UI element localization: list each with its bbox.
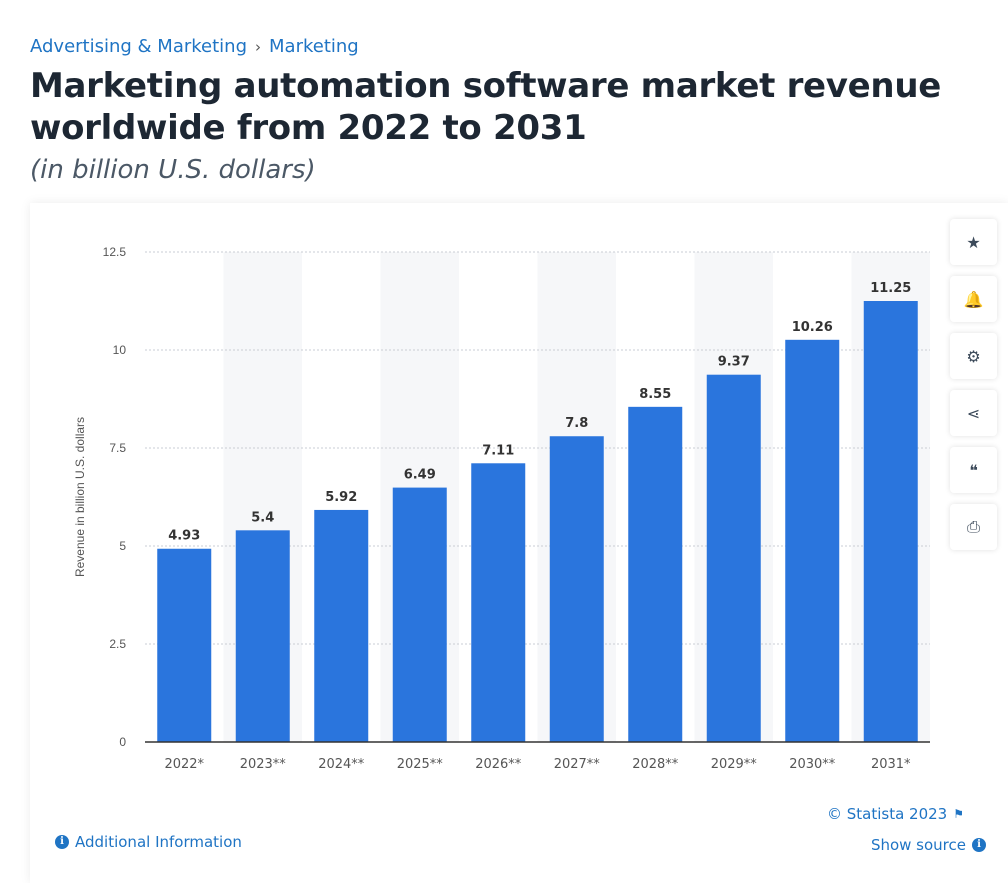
gear-button[interactable]: ⚙ <box>950 333 997 379</box>
share-button[interactable]: ⋖ <box>950 390 997 436</box>
copyright[interactable]: © Statista 2023 ⚑ <box>827 805 964 823</box>
data-label: 4.93 <box>168 529 200 544</box>
y-tick-label: 0 <box>119 735 126 749</box>
show-source-link[interactable]: Show source i <box>871 836 986 854</box>
y-axis-label: Revenue in billion U.S. dollars <box>73 417 87 577</box>
bar <box>314 509 369 742</box>
bell-icon: 🔔 <box>963 289 984 309</box>
print-button[interactable]: ⎙ <box>950 504 997 550</box>
breadcrumb-separator: › <box>255 38 262 56</box>
breadcrumb-link-marketing[interactable]: Marketing <box>269 36 359 57</box>
bar <box>392 487 447 742</box>
page-header: Advertising & Marketing › Marketing Market… <box>0 0 1008 185</box>
breadcrumb: Advertising & Marketing › Marketing <box>30 36 988 57</box>
flag-icon: ⚑ <box>953 807 964 821</box>
page-subtitle: (in billion U.S. dollars) <box>30 155 316 185</box>
x-tick-label: 2024** <box>318 757 365 772</box>
bar <box>471 463 526 742</box>
bar <box>628 406 683 742</box>
x-tick-label: 2029** <box>711 757 758 772</box>
bar <box>863 301 918 742</box>
bell-button[interactable]: 🔔 <box>950 276 997 322</box>
additional-information-link[interactable]: i Additional Information <box>55 833 242 851</box>
bar <box>785 339 840 742</box>
print-icon: ⎙ <box>967 517 980 536</box>
x-tick-label: 2023** <box>240 757 287 772</box>
data-label: 5.4 <box>251 510 274 525</box>
data-label: 9.37 <box>718 355 750 370</box>
y-tick-label: 7.5 <box>109 441 126 455</box>
additional-information-label: Additional Information <box>75 833 242 851</box>
quote-button[interactable]: ❝ <box>950 447 997 493</box>
x-tick-label: 2027** <box>554 757 601 772</box>
x-tick-label: 2028** <box>632 757 679 772</box>
x-tick-label: 2026** <box>475 757 522 772</box>
star-button[interactable]: ★ <box>950 219 997 265</box>
y-tick-label: 10 <box>113 343 127 357</box>
quote-icon: ❝ <box>969 460 978 480</box>
info-icon: i <box>972 838 986 852</box>
y-tick-label: 12.5 <box>103 245 127 259</box>
x-tick-label: 2030** <box>789 757 836 772</box>
copyright-text: © Statista 2023 <box>826 805 948 823</box>
data-label: 11.25 <box>870 281 911 296</box>
data-label: 8.55 <box>639 387 671 402</box>
bar-chart: 0 2.5 5 7.5 10 12.5 Revenue in billion U.S. do… <box>73 245 930 772</box>
data-label: 7.8 <box>565 416 588 431</box>
chart-area: 0 2.5 5 7.5 10 12.5 Revenue in billion U.S. do… <box>0 203 1008 883</box>
data-label: 7.11 <box>482 443 514 458</box>
page-title: Marketing automation software market rev… <box>30 66 941 148</box>
breadcrumb-link-advertising-marketing[interactable]: Advertising & Marketing <box>30 36 248 57</box>
data-label: 10.26 <box>792 320 833 335</box>
bar <box>157 548 212 742</box>
x-tick-label: 2022* <box>164 757 204 772</box>
x-tick-label: 2025** <box>397 757 444 772</box>
data-label: 5.92 <box>325 490 357 505</box>
x-tick-label: 2031* <box>871 757 911 772</box>
info-icon: i <box>55 835 69 849</box>
bar <box>706 374 761 742</box>
share-icon: ⋖ <box>966 403 981 423</box>
gear-icon: ⚙ <box>966 346 981 366</box>
data-label: 6.49 <box>404 468 436 483</box>
bar <box>235 530 290 742</box>
star-icon: ★ <box>966 232 981 252</box>
y-tick-label: 5 <box>119 539 126 553</box>
bar <box>549 436 604 742</box>
show-source-label: Show source <box>870 836 966 854</box>
y-tick-label: 2.5 <box>109 637 126 651</box>
